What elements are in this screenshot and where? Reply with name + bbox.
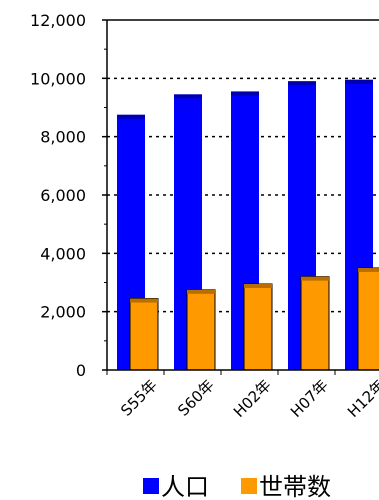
- y-tick-label: 0: [76, 361, 86, 380]
- x-tick-label: S60年: [174, 376, 218, 420]
- y-tick-label: 4,000: [40, 244, 86, 263]
- bar-households: [243, 283, 273, 371]
- legend: 人口 世帯数: [143, 473, 331, 500]
- x-tick-label: H12年: [344, 376, 379, 421]
- x-tick-label: S55年: [117, 376, 161, 420]
- x-tick-label: H02年: [230, 376, 275, 421]
- x-axis: S55年 S60年 H02年 H07年 H12年: [106, 369, 379, 421]
- legend-label-population: 人口: [161, 473, 209, 500]
- y-tick-label: 12,000: [30, 11, 86, 30]
- y-axis: 0 2,000 4,000 6,000 8,000 10,000 12,000: [30, 11, 108, 380]
- bar-households: [186, 289, 216, 371]
- bar-households: [129, 298, 159, 371]
- y-tick-label: 10,000: [30, 69, 86, 88]
- bar-households: [300, 276, 330, 371]
- y-tick-label: 8,000: [40, 128, 86, 147]
- bars: [117, 79, 379, 371]
- y-tick-label: 6,000: [40, 186, 86, 205]
- bar-households: [357, 267, 379, 371]
- y-tick-label: 2,000: [40, 303, 86, 322]
- legend-swatch-population: [143, 478, 159, 494]
- legend-label-households: 世帯数: [259, 473, 331, 500]
- legend-swatch-households: [241, 478, 257, 494]
- x-tick-label: H07年: [287, 376, 332, 421]
